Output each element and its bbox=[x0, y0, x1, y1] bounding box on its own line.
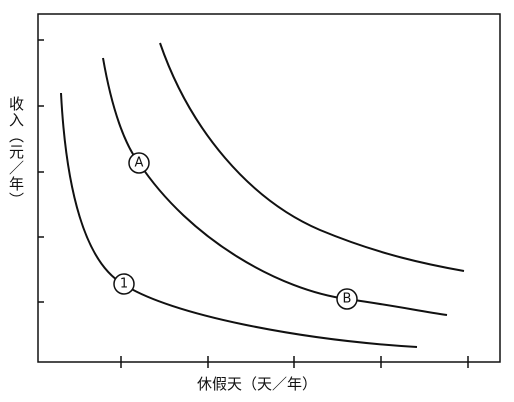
point-b: B bbox=[336, 288, 358, 310]
point-marker bbox=[128, 152, 150, 174]
point-label: A bbox=[135, 156, 144, 171]
x-axis-label: 休假天（天／年） bbox=[196, 375, 317, 393]
point-label: B bbox=[343, 292, 352, 307]
y-axis-label: 收入（元／年） bbox=[7, 96, 25, 208]
point-label: 1 bbox=[120, 277, 128, 292]
point-1: 1 bbox=[113, 273, 135, 295]
plot-frame bbox=[37, 13, 501, 363]
curve-1 bbox=[60, 92, 418, 348]
point-marker bbox=[336, 288, 358, 310]
curves bbox=[60, 42, 465, 348]
curve-top bbox=[159, 42, 465, 272]
ticks bbox=[38, 39, 469, 368]
point-marker bbox=[113, 273, 135, 295]
curve-a bbox=[102, 57, 448, 316]
point-a: A bbox=[128, 152, 150, 174]
